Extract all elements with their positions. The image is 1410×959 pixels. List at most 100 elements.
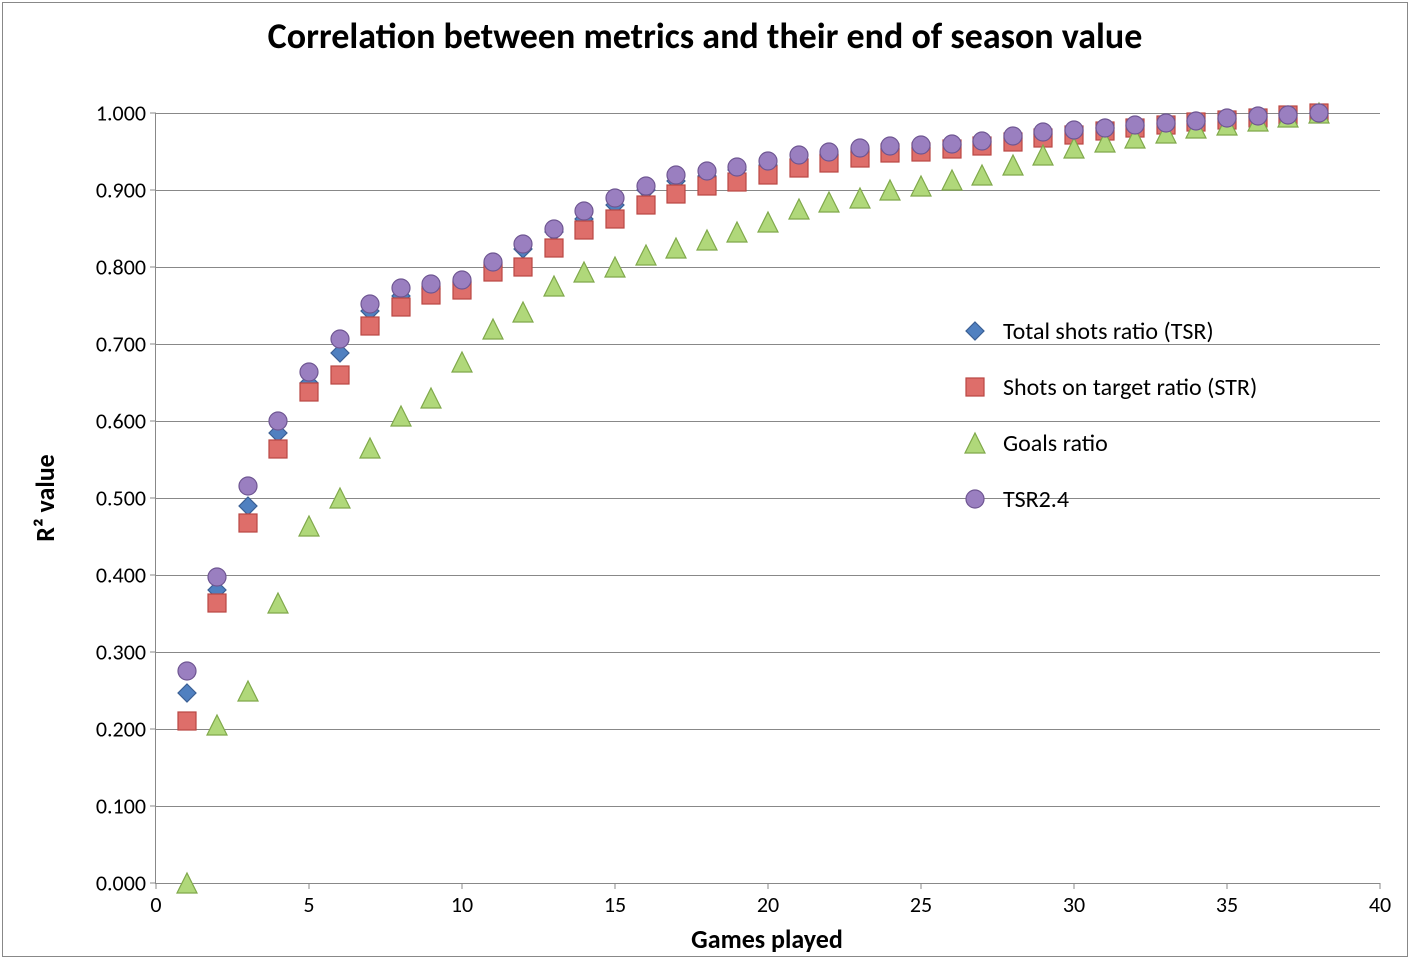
data-point-str [390,296,412,318]
y-tick-label: 0.000 [96,870,156,897]
data-point-goals [572,260,596,284]
x-tick-label: 30 [1063,883,1085,918]
data-point-goals [481,317,505,341]
chart-title: Correlation between metrics and their en… [3,17,1407,57]
gridline [156,806,1380,807]
data-point-tsr24 [176,660,198,682]
data-point-tsr24 [1094,117,1116,139]
legend-item-str: Shots on target ratio (STR) [961,359,1257,415]
x-tick-label: 5 [303,883,314,918]
y-tick-label: 0.600 [96,408,156,435]
y-tick-label: 0.700 [96,331,156,358]
data-point-str [206,592,228,614]
x-tick-label: 20 [757,883,779,918]
data-point-tsr24 [359,293,381,315]
data-point-goals [297,514,321,538]
data-point-goals [389,404,413,428]
data-point-tsr24 [665,164,687,186]
data-point-tsr24 [512,233,534,255]
data-point-goals [1031,143,1055,167]
data-point-goals [603,255,627,279]
data-point-tsr24 [726,156,748,178]
y-tick-label: 0.100 [96,793,156,820]
data-point-tsr24 [390,277,412,299]
gridline [156,652,1380,653]
data-point-str [237,512,259,534]
data-point-tsr24 [206,566,228,588]
data-point-goals [787,197,811,221]
data-point-goals [419,386,443,410]
legend-marker-tsr [961,320,989,342]
data-point-tsr24 [818,141,840,163]
data-point-goals [756,210,780,234]
data-point-str [359,315,381,337]
data-point-tsr24 [1124,114,1146,136]
data-point-goals [664,236,688,260]
data-point-tsr24 [1277,104,1299,126]
data-point-tsr24 [1185,110,1207,132]
legend-marker-str [961,376,989,398]
gridline [156,575,1380,576]
data-point-goals [970,163,994,187]
data-point-goals [848,186,872,210]
data-point-tsr24 [757,150,779,172]
x-tick-label: 10 [451,883,473,918]
data-point-tsr24 [1216,107,1238,129]
x-tick-label: 40 [1369,883,1391,918]
data-point-tsr24 [451,269,473,291]
y-tick-label: 0.900 [96,177,156,204]
data-point-str [267,438,289,460]
data-point-tsr24 [482,251,504,273]
x-tick-label: 25 [910,883,932,918]
data-point-tsr24 [910,134,932,156]
data-point-str [573,219,595,241]
y-tick-label: 0.800 [96,254,156,281]
gridline [156,190,1380,191]
y-tick-label: 0.500 [96,485,156,512]
data-point-goals [695,228,719,252]
data-point-goals [725,220,749,244]
data-point-tsr24 [1247,105,1269,127]
data-point-str [512,256,534,278]
data-point-tsr24 [788,144,810,166]
y-tick-label: 0.400 [96,562,156,589]
data-point-tsr24 [971,130,993,152]
legend-marker-goals [961,431,989,455]
data-point-str [329,364,351,386]
data-point-tsr24 [267,410,289,432]
data-point-goals [266,591,290,615]
data-point-goals [909,174,933,198]
legend-item-tsr24: TSR2.4 [961,471,1257,527]
data-point-tsr24 [1063,119,1085,141]
data-point-goals [328,486,352,510]
data-point-tsr24 [420,273,442,295]
data-point-goals [817,190,841,214]
data-point-tsr24 [879,135,901,157]
data-point-goals [358,436,382,460]
x-tick-label: 15 [604,883,626,918]
x-axis-label: Games played [691,923,843,955]
data-point-goals [175,871,199,895]
gridline [156,729,1380,730]
data-point-goals [236,679,260,703]
data-point-tsr [176,682,198,704]
data-point-goals [878,178,902,202]
data-point-tsr24 [1155,112,1177,134]
data-point-tsr24 [604,187,626,209]
data-point-tsr24 [1308,102,1330,124]
data-point-tsr24 [941,133,963,155]
legend-label: Shots on target ratio (STR) [1003,373,1257,402]
data-point-tsr24 [635,175,657,197]
data-point-goals [542,274,566,298]
x-tick-label: 0 [150,883,161,918]
data-point-tsr24 [696,160,718,182]
legend-marker-tsr24 [961,488,989,510]
data-point-goals [634,243,658,267]
data-point-goals [450,350,474,374]
y-tick-label: 0.300 [96,639,156,666]
data-point-tsr24 [573,200,595,222]
data-point-tsr24 [543,218,565,240]
legend-label: TSR2.4 [1003,485,1069,514]
legend-item-goals: Goals ratio [961,415,1257,471]
y-axis-label: R² value [29,454,61,541]
